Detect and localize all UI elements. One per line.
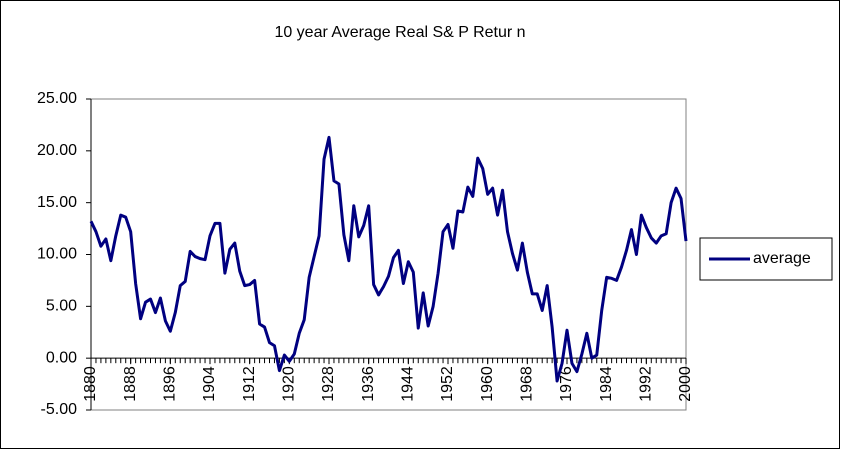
x-tick-label: 1928: [320, 366, 337, 402]
x-tick-label: 1936: [360, 366, 377, 402]
x-tick-label: 1920: [281, 366, 298, 402]
x-tick-label: 2000: [677, 366, 694, 402]
data-line: [89, 135, 688, 383]
x-tick-label: 1912: [241, 366, 258, 402]
chart-title: 10 year Average Real S& P Retur n: [274, 24, 525, 41]
y-tick-label: 15.00: [37, 194, 77, 211]
x-tick-label: 1968: [519, 366, 536, 402]
y-tick-label: 5.00: [46, 298, 77, 315]
x-tick-label: 1960: [479, 366, 496, 402]
y-tick-label: 0.00: [46, 349, 77, 366]
x-tick-label: 1888: [122, 366, 139, 402]
legend-label: average: [753, 250, 811, 267]
y-tick-label: -5.00: [41, 401, 78, 418]
x-tick-label: 1992: [638, 366, 655, 402]
y-tick-label: 10.00: [37, 246, 77, 263]
x-tick-label: 1976: [558, 366, 575, 402]
plot-area: [90, 98, 687, 411]
x-tick-label: 1904: [201, 366, 218, 402]
y-tick-label: 25.00: [37, 90, 77, 107]
x-tick-label: 1984: [598, 366, 615, 402]
x-tick-label: 1896: [162, 366, 179, 402]
x-tick-label: 1880: [82, 366, 99, 402]
x-tick-label: 1944: [400, 366, 417, 402]
y-tick-label: 20.00: [37, 142, 77, 159]
x-tick-label: 1952: [439, 366, 456, 402]
